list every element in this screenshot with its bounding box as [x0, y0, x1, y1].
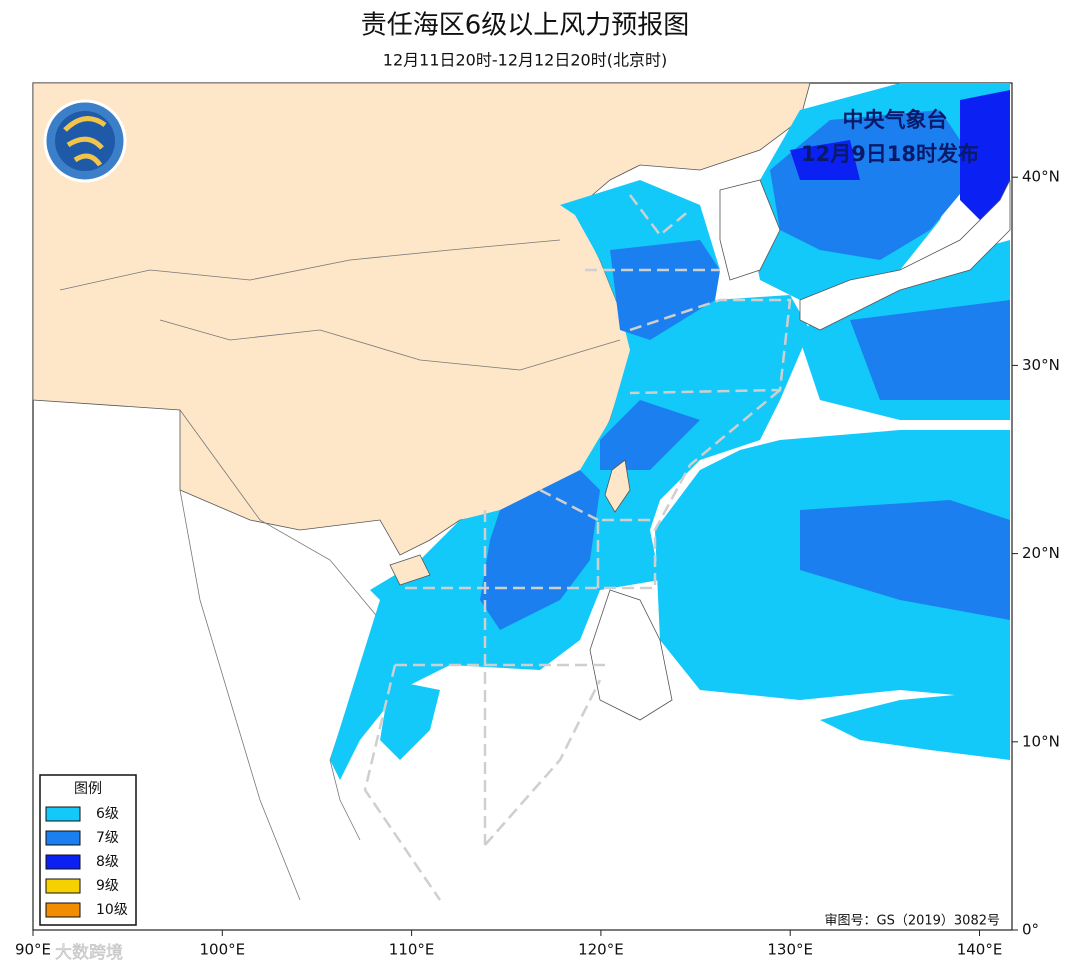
issuer-time: 12月9日18时发布: [801, 142, 979, 166]
x-tick-label: 100°E: [199, 941, 245, 959]
zone-line: [539, 488, 599, 522]
y-tick-label: 20°N: [1022, 544, 1060, 562]
y-tick-label: 30°N: [1022, 356, 1060, 374]
x-tick-label: 120°E: [578, 941, 624, 959]
legend-swatch: [45, 854, 81, 870]
logo: [43, 99, 127, 183]
title: 责任海区6级以上风力预报图: [361, 11, 690, 41]
wind-area: [480, 470, 600, 630]
watermark: 大数跨境: [55, 943, 123, 963]
korea: [719, 179, 781, 281]
legend-label: 6级: [96, 806, 119, 822]
river: [59, 239, 561, 291]
x-tick-label: 140°E: [957, 941, 1003, 959]
wind-area: [820, 690, 1010, 760]
y-tick-label: 10°N: [1022, 732, 1060, 750]
y-tick-label: 0°: [1022, 921, 1039, 939]
y-tick-label: 40°N: [1022, 168, 1060, 186]
legend-swatch: [45, 878, 81, 894]
subtitle: 12月11日20时-12月12日20时(北京时): [383, 51, 667, 70]
river: [159, 319, 621, 371]
philippines: [589, 589, 673, 721]
taiwan: [604, 459, 631, 513]
hainan: [389, 554, 431, 586]
zone-line: [629, 298, 792, 395]
sea-zones: [363, 194, 792, 901]
axes: 90°E 100°E 110°E 120°E 130°E 140°E 0° 10°N 20°N 3…: [15, 168, 1060, 959]
map: 中央气象台 12月9日18时发布 图例 6级 7级 8级 9级 10级 审图号：GS（2…: [32, 82, 1013, 931]
zone-line: [629, 194, 691, 237]
wind-area: [380, 680, 440, 760]
legend-swatch: [45, 830, 81, 846]
legend-label: 9级: [96, 878, 119, 894]
approval-number: 审图号：GS（2019）3082号: [825, 914, 1001, 929]
x-tick-label: 110°E: [389, 941, 435, 959]
wind-areas: [330, 83, 1010, 780]
legend-label: 10级: [96, 902, 128, 918]
legend-title: 图例: [74, 781, 102, 797]
legend-swatch: [45, 902, 81, 918]
wind-area: [800, 500, 1010, 620]
zone-line: [363, 664, 442, 901]
japan: [799, 179, 1011, 331]
wind-area: [610, 240, 720, 340]
wind-area: [960, 90, 1010, 230]
zone-line: [484, 679, 602, 846]
legend: 图例 6级 7级 8级 9级 10级: [39, 774, 137, 926]
country-border: [179, 489, 301, 901]
issuer-agency: 中央气象台: [843, 108, 948, 132]
wind-area: [600, 400, 700, 470]
x-tick-label: 90°E: [15, 941, 51, 959]
legend-label: 7级: [96, 830, 119, 846]
zone-line: [596, 389, 781, 590]
legend-box: [39, 774, 137, 926]
wind-area: [850, 300, 1010, 400]
wind-area: [790, 140, 860, 180]
legend-swatch: [45, 806, 81, 822]
legend-label: 8级: [96, 854, 119, 870]
x-tick-label: 130°E: [767, 941, 813, 959]
